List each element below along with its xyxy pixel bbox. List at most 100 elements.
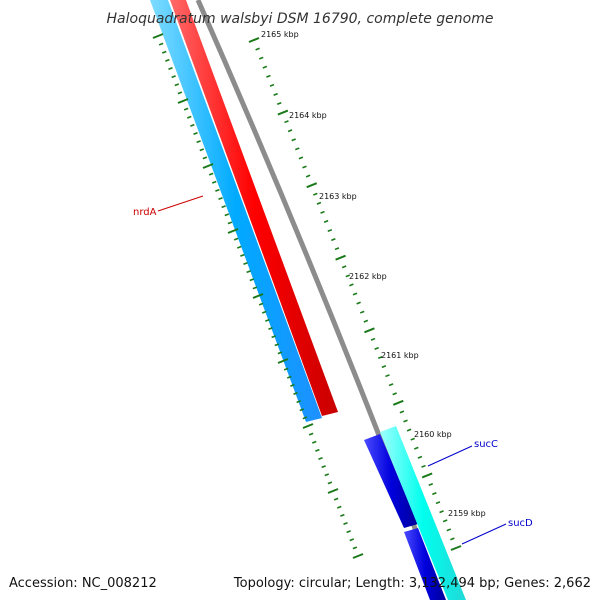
inner-scale-tick-mark [302,423,314,429]
inner-scale-tick-mark [215,188,220,192]
sucC-leader-line [427,445,473,467]
outer-scale-tick-mark [302,165,307,169]
inner-scale-tick-mark [193,131,198,136]
inner-scale-tick-mark [258,302,264,306]
outer-scale-tick-mark [421,464,426,468]
inner-scale-tick-mark [177,98,189,104]
outer-scale-tick-mark [450,537,455,541]
inner-scale-tick-mark [186,115,192,119]
outer-scale-tick-mark [406,428,412,432]
inner-scale-tick-mark [252,293,264,299]
inner-scale-tick-mark [177,91,183,95]
outer-scale-tick-mark [262,65,268,69]
inner-scale-tick-mark [246,270,251,274]
gene-label-nrdA: nrdA [133,207,157,218]
inner-scale-tick-mark [199,148,205,152]
inner-scale-tick-mark [346,530,351,534]
outer-scale-tick-mark [370,337,376,341]
scale-tick-marks [152,33,462,559]
outer-scale-tick-mark [446,528,452,532]
inner-scale-tick-mark [221,205,226,209]
outer-scale-tick-mark [294,147,300,151]
inner-scale-tick-mark [236,245,242,249]
inner-scale-tick-mark [261,310,267,314]
inner-scale-tick-mark [333,497,339,501]
outer-scale-tick-mark [388,383,394,387]
tick-label-2161: 2161 kbp [381,351,419,360]
outer-scale-tick-mark [298,156,304,160]
outer-scale-tick-mark [291,138,296,142]
outer-scale-tick-mark [320,210,325,214]
tick-label-2164: 2164 kbp [289,111,327,120]
inner-scale-tick-mark [311,440,317,444]
inner-scale-tick-mark [277,358,289,364]
inner-scale-tick-mark [318,456,323,461]
outer-scale-tick-mark [323,219,329,223]
inner-scale-tick-mark [183,107,189,111]
outer-scale-tick-mark [399,410,405,414]
inner-scale-tick-mark [168,66,173,71]
outer-scale-tick-mark [428,482,434,487]
outer-scale-tick-mark [327,228,333,233]
inner-scale-tick-mark [302,416,308,420]
gene-feature-nrdA-reverse [150,0,322,422]
tick-label-2162: 2162 kbp [349,272,387,281]
outer-scale-tick-mark [306,182,318,189]
outer-scale-tick-mark [359,310,365,314]
inner-scale-tick-mark [308,432,314,436]
map-title: Haloquadratum walsbyi DSM 16790, complet… [107,11,494,27]
tick-label-2165: 2165 kbp [261,30,299,39]
outer-scale-tick-mark [313,192,318,196]
outer-scale-tick-mark [421,472,433,479]
inner-scale-tick-mark [286,375,292,379]
outer-scale-tick-mark [435,501,441,505]
inner-scale-tick-mark [202,156,208,160]
inner-scale-tick-mark [158,42,164,46]
outer-scale-tick-mark [266,74,271,78]
gene-label-sucC: sucC [474,439,498,450]
inner-scale-tick-mark [227,228,239,234]
inner-scale-tick-mark [293,391,298,396]
outer-scale-tick-mark [363,319,369,323]
gene-feature-nrdA-forward [170,0,338,416]
inner-scale-tick-mark [327,481,333,485]
inner-scale-tick-mark [271,335,276,339]
inner-scale-tick-mark [171,75,176,79]
inner-scale-tick-mark [265,318,270,322]
tick-label-2163: 2163 kbp [319,192,357,201]
gene-feature-succinate-dark-upper [364,434,418,528]
outer-scale-tick-mark [439,510,444,514]
outer-scale-tick-mark [277,109,289,116]
inner-scale-tick-mark [190,123,195,127]
inner-scale-tick-mark [274,343,280,347]
inner-scale-tick-mark [296,400,301,404]
inner-scale-tick-mark [299,408,305,412]
tick-label-2159: 2159 kbp [448,509,486,518]
inner-scale-tick-mark [202,163,214,169]
outer-scale-tick-mark [273,92,278,96]
inner-scale-tick-mark [196,140,201,144]
inner-scale-tick-mark [352,553,364,559]
inner-scale-tick-mark [161,50,167,54]
outer-scale-tick-mark [349,283,354,287]
inner-scale-tick-mark [174,83,180,87]
outer-scale-tick-mark [284,120,289,124]
inner-scale-tick-mark [268,326,273,331]
outer-scale-tick-mark [305,174,311,178]
inner-scale-tick-mark [321,465,326,469]
inner-scale-tick-mark [152,33,164,39]
inner-scale-tick-mark [277,351,283,355]
outer-scale-tick-mark [364,327,375,334]
outer-scale-tick-mark [287,129,293,133]
inner-scale-tick-mark [249,278,255,282]
outer-scale-tick-mark [345,274,351,278]
outer-scale-tick-mark [334,247,340,251]
outer-scale-tick-mark [255,47,260,51]
gene-label-sucD: sucD [508,518,533,529]
outer-scale-tick-mark [385,374,390,378]
genome-summary-text: Topology: circular; Length: 3,132,494 bp… [233,576,591,591]
gene-feature-succinate-cyan [380,426,466,600]
inner-scale-tick-mark [349,538,355,542]
tick-label-2160: 2160 kbp [414,430,452,439]
outer-scale-tick-mark [335,254,346,261]
